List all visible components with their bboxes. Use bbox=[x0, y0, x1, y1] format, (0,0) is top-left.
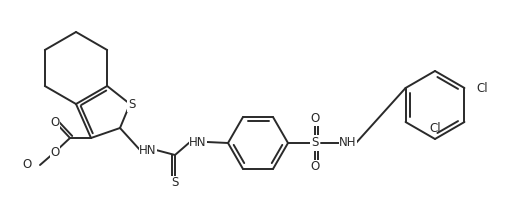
Text: Cl: Cl bbox=[429, 122, 441, 136]
Text: O: O bbox=[310, 112, 320, 126]
Text: S: S bbox=[128, 97, 135, 111]
Text: HN: HN bbox=[189, 136, 207, 149]
Text: O: O bbox=[310, 161, 320, 173]
Text: O: O bbox=[50, 116, 60, 128]
Text: NH: NH bbox=[339, 136, 357, 149]
Text: O: O bbox=[22, 159, 32, 171]
Text: Cl: Cl bbox=[476, 81, 488, 95]
Text: S: S bbox=[311, 136, 319, 149]
Text: HN: HN bbox=[139, 143, 157, 157]
Text: S: S bbox=[172, 176, 179, 190]
Text: O: O bbox=[50, 145, 60, 159]
